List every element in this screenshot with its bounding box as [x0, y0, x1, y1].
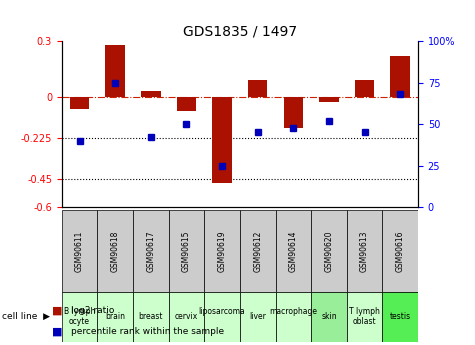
Text: brain: brain — [105, 312, 125, 321]
Text: GSM90615: GSM90615 — [182, 230, 191, 272]
Text: percentile rank within the sample: percentile rank within the sample — [71, 327, 224, 336]
Text: ■: ■ — [52, 306, 63, 315]
Text: ■: ■ — [52, 326, 63, 336]
Polygon shape — [204, 292, 240, 342]
Bar — [284, 97, 303, 128]
Text: GSM90619: GSM90619 — [218, 230, 227, 272]
Bar — [141, 91, 161, 97]
Polygon shape — [62, 210, 97, 292]
Bar — [248, 80, 267, 97]
Polygon shape — [276, 210, 311, 292]
Polygon shape — [133, 210, 169, 292]
Text: breast: breast — [139, 312, 163, 321]
Text: log2 ratio: log2 ratio — [71, 306, 114, 315]
Polygon shape — [240, 210, 276, 292]
Text: macrophage: macrophage — [269, 307, 317, 326]
Polygon shape — [169, 210, 204, 292]
Text: cell line  ▶: cell line ▶ — [2, 312, 50, 321]
Text: GSM90618: GSM90618 — [111, 230, 120, 272]
Polygon shape — [133, 292, 169, 342]
Polygon shape — [97, 292, 133, 342]
Text: GSM90617: GSM90617 — [146, 230, 155, 272]
Polygon shape — [204, 210, 240, 292]
Polygon shape — [347, 292, 382, 342]
Polygon shape — [62, 292, 97, 342]
Text: GSM90616: GSM90616 — [396, 230, 405, 272]
Polygon shape — [240, 292, 276, 342]
Text: GSM90620: GSM90620 — [324, 230, 333, 272]
Polygon shape — [276, 292, 311, 342]
Polygon shape — [347, 210, 382, 292]
Text: T lymph
oblast: T lymph oblast — [349, 307, 380, 326]
Bar — [70, 97, 89, 109]
Polygon shape — [169, 292, 204, 342]
Bar — [212, 97, 232, 183]
Bar — [355, 80, 374, 97]
Text: skin: skin — [321, 312, 337, 321]
Text: liposarcoma: liposarcoma — [199, 307, 246, 326]
Text: cervix: cervix — [175, 312, 198, 321]
Text: GSM90611: GSM90611 — [75, 230, 84, 272]
Polygon shape — [311, 210, 347, 292]
Polygon shape — [382, 292, 418, 342]
Bar — [105, 45, 125, 97]
Text: liver: liver — [249, 312, 266, 321]
Text: testis: testis — [390, 312, 411, 321]
Polygon shape — [382, 210, 418, 292]
Bar — [319, 97, 339, 102]
Text: B lymph
ocyte: B lymph ocyte — [64, 307, 95, 326]
Polygon shape — [97, 210, 133, 292]
Polygon shape — [311, 292, 347, 342]
Title: GDS1835 / 1497: GDS1835 / 1497 — [183, 25, 297, 39]
Bar — [390, 56, 410, 97]
Bar — [177, 97, 196, 111]
Text: GSM90612: GSM90612 — [253, 230, 262, 272]
Text: GSM90613: GSM90613 — [360, 230, 369, 272]
Text: GSM90614: GSM90614 — [289, 230, 298, 272]
